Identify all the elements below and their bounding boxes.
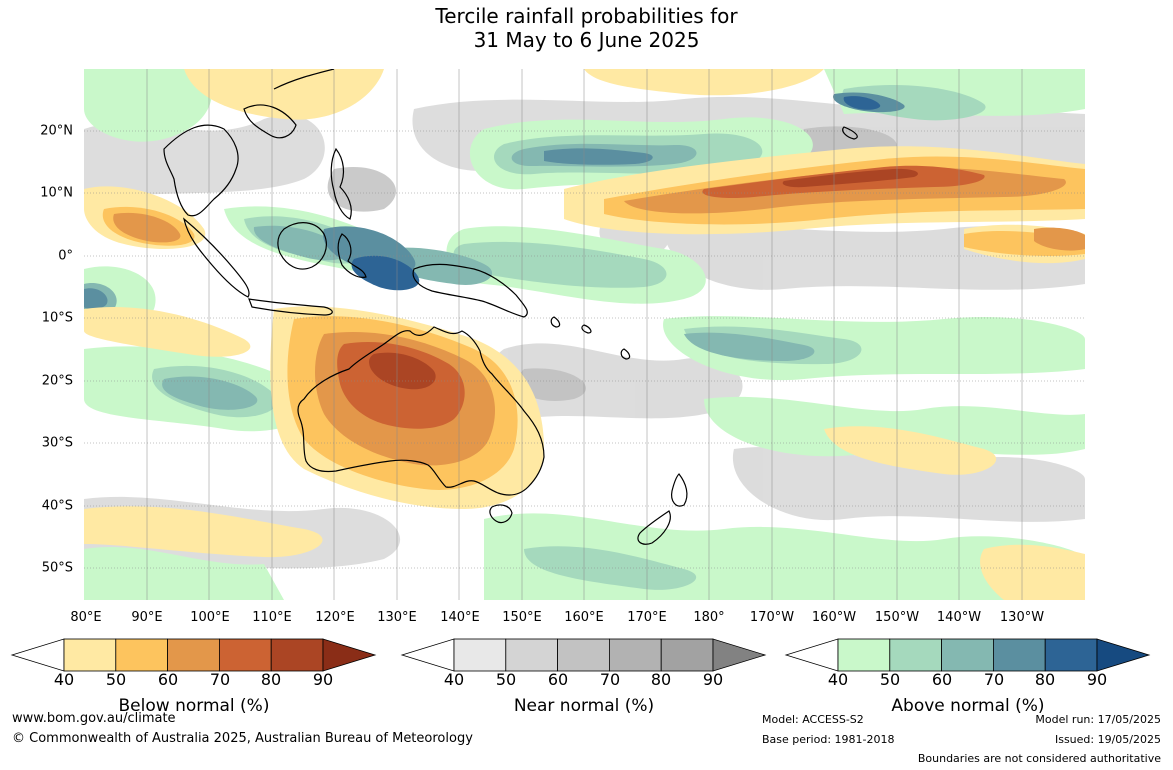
legend-end-triangle bbox=[712, 638, 767, 672]
lon-label-80e: 80°E bbox=[70, 610, 102, 625]
lat-label-10n: 10°N bbox=[40, 185, 73, 201]
legend-near-tick-50: 50 bbox=[495, 670, 517, 689]
legend-color-box bbox=[889, 638, 943, 672]
lon-label-160e: 160°E bbox=[564, 610, 604, 625]
legend-below-tick-70: 70 bbox=[209, 670, 231, 689]
lon-label-150e: 150°E bbox=[502, 610, 542, 625]
legend-above-tick-40: 40 bbox=[827, 670, 849, 689]
lon-label-170e: 170°E bbox=[627, 610, 667, 625]
legend-near-title: Near normal (%) bbox=[513, 696, 655, 716]
lat-label-20n: 20°N bbox=[40, 123, 73, 139]
legend-near-tick-90: 90 bbox=[702, 670, 724, 689]
probability-map bbox=[84, 69, 1085, 600]
legend-near-bar bbox=[400, 638, 767, 672]
legend-above-tick-80: 80 bbox=[1034, 670, 1056, 689]
lon-label-140e: 140°E bbox=[440, 610, 480, 625]
legend-color-box bbox=[505, 638, 559, 672]
legend-below-tick-40: 40 bbox=[53, 670, 75, 689]
footer-model-run: Model run: 17/05/2025 bbox=[1035, 713, 1161, 726]
lat-label-10s: 10°S bbox=[41, 310, 73, 326]
legend-near-tick-40: 40 bbox=[443, 670, 465, 689]
legend-above-normal bbox=[784, 638, 1151, 672]
legend-color-box bbox=[660, 638, 714, 672]
footer-model: Model: ACCESS-S2 bbox=[762, 713, 864, 726]
lon-label-130e: 130°E bbox=[377, 610, 417, 625]
lon-label-90e: 90°E bbox=[131, 610, 163, 625]
legend-above-tick-50: 50 bbox=[879, 670, 901, 689]
legend-below-tick-50: 50 bbox=[105, 670, 127, 689]
legend-color-box bbox=[63, 638, 117, 672]
legend-start-triangle bbox=[10, 638, 65, 672]
legend-below-bar bbox=[10, 638, 377, 672]
footer-disclaimer: Boundaries are not considered authoritat… bbox=[917, 752, 1161, 765]
legend-above-tick-60: 60 bbox=[931, 670, 953, 689]
legend-near-normal bbox=[400, 638, 767, 672]
legend-near-tick-70: 70 bbox=[599, 670, 621, 689]
legend-below-normal bbox=[10, 638, 377, 672]
lat-label-50s: 50°S bbox=[41, 560, 73, 576]
legend-color-box bbox=[218, 638, 272, 672]
coastlines bbox=[163, 69, 858, 545]
legend-near-tick-60: 60 bbox=[547, 670, 569, 689]
legend-color-box bbox=[1044, 638, 1098, 672]
legend-color-box bbox=[837, 638, 891, 672]
footer-copyright: © Commonwealth of Australia 2025, Austra… bbox=[12, 731, 473, 746]
legend-below-tick-90: 90 bbox=[312, 670, 334, 689]
lat-label-40s: 40°S bbox=[41, 498, 73, 514]
lat-label-20s: 20°S bbox=[41, 373, 73, 389]
lon-label-150w: 150°W bbox=[874, 610, 920, 625]
legend-above-tick-70: 70 bbox=[983, 670, 1005, 689]
legend-start-triangle bbox=[784, 638, 839, 672]
legend-color-box bbox=[453, 638, 507, 672]
footer-website-link[interactable]: www.bom.gov.au/climate bbox=[12, 711, 176, 726]
legend-below-tick-60: 60 bbox=[157, 670, 179, 689]
lon-label-130w: 130°W bbox=[999, 610, 1045, 625]
legend-color-box bbox=[557, 638, 610, 672]
legend-start-triangle bbox=[400, 638, 455, 672]
legend-below-tick-80: 80 bbox=[260, 670, 282, 689]
legend-color-box bbox=[941, 638, 994, 672]
lon-label-110e: 110°E bbox=[252, 610, 292, 625]
legend-color-box bbox=[270, 638, 324, 672]
chart-title: Tercile rainfall probabilities for 31 Ma… bbox=[0, 4, 1173, 52]
legend-above-tick-90: 90 bbox=[1086, 670, 1108, 689]
lon-label-160w: 160°W bbox=[811, 610, 857, 625]
lon-label-140w: 140°W bbox=[936, 610, 982, 625]
legend-above-title: Above normal (%) bbox=[891, 696, 1045, 716]
legend-near-tick-80: 80 bbox=[650, 670, 672, 689]
legend-end-triangle bbox=[1096, 638, 1151, 672]
lon-label-120e: 120°E bbox=[315, 610, 355, 625]
lon-label-100e: 100°E bbox=[190, 610, 230, 625]
legend-above-bar bbox=[784, 638, 1151, 672]
legend-color-box bbox=[167, 638, 220, 672]
map-canvas bbox=[84, 69, 1085, 600]
lat-label-30s: 30°S bbox=[41, 435, 73, 451]
title-line-2: 31 May to 6 June 2025 bbox=[473, 28, 700, 52]
footer-issued: Issued: 19/05/2025 bbox=[1054, 733, 1161, 746]
legend-color-box bbox=[992, 638, 1046, 672]
legend-below-title: Below normal (%) bbox=[118, 696, 270, 716]
legend-end-triangle bbox=[322, 638, 377, 672]
lon-label-170w: 170°W bbox=[749, 610, 795, 625]
lat-label-equator: 0° bbox=[58, 248, 73, 264]
legend-color-box bbox=[608, 638, 662, 672]
footer-base-period: Base period: 1981-2018 bbox=[762, 733, 895, 746]
title-line-1: Tercile rainfall probabilities for bbox=[435, 4, 738, 28]
lon-label-180: 180° bbox=[693, 610, 725, 625]
legend-color-box bbox=[115, 638, 169, 672]
